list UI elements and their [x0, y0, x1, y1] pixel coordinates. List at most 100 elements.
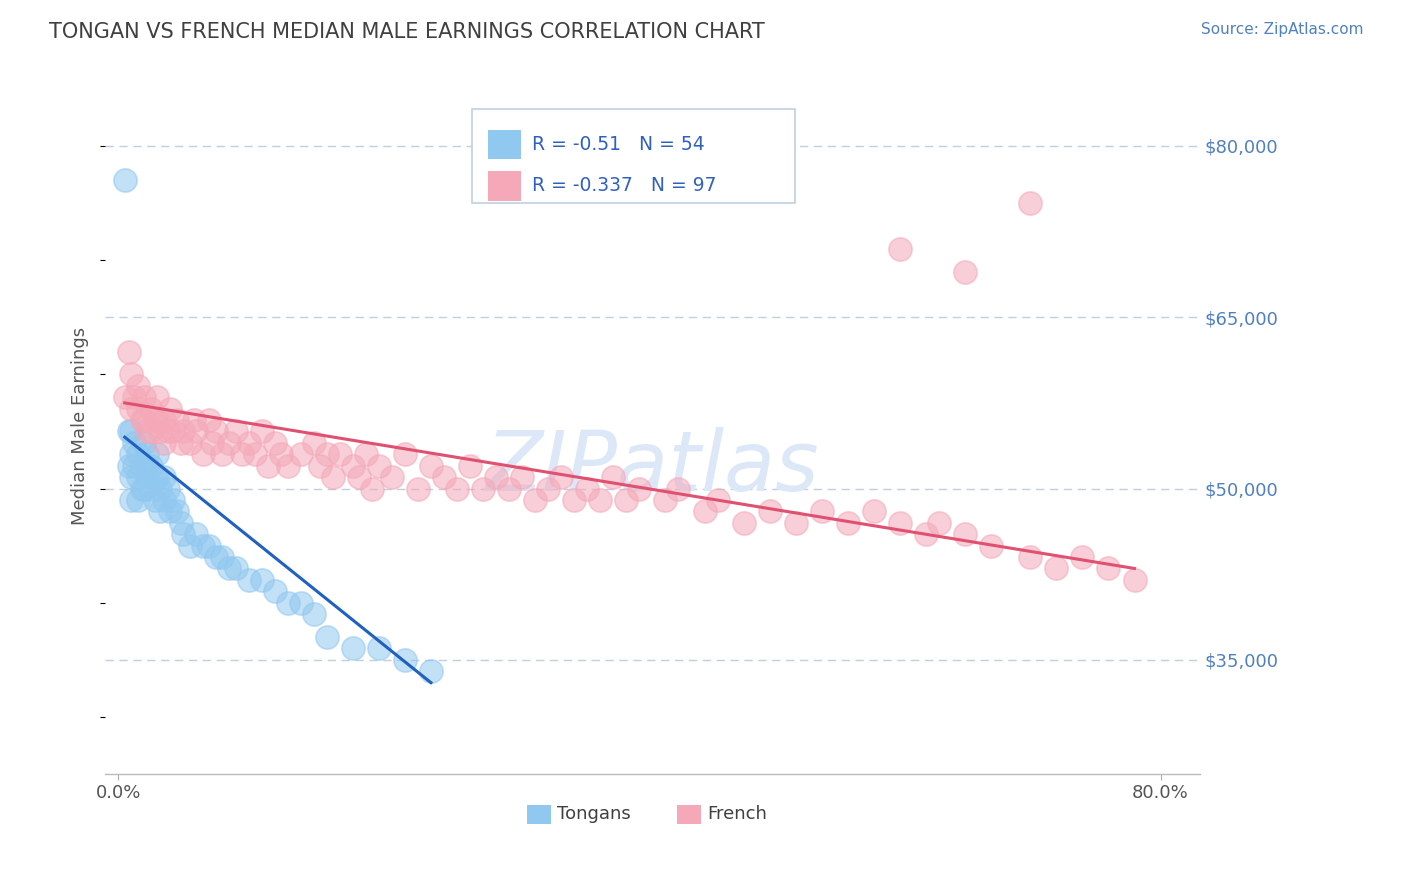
Point	[863, 504, 886, 518]
Point	[1019, 550, 1042, 565]
Point	[172, 425, 194, 439]
Point	[143, 492, 166, 507]
Text: R = -0.51   N = 54: R = -0.51 N = 54	[531, 135, 704, 154]
Point	[131, 458, 153, 473]
Point	[134, 390, 156, 404]
Point	[156, 425, 179, 439]
Point	[224, 425, 246, 439]
Point	[524, 492, 547, 507]
Point	[205, 425, 228, 439]
Point	[183, 413, 205, 427]
Point	[122, 458, 145, 473]
Point	[166, 504, 188, 518]
Point	[159, 504, 181, 518]
Point	[146, 447, 169, 461]
Point	[149, 425, 172, 439]
Point	[342, 458, 364, 473]
Point	[135, 425, 157, 439]
Point	[381, 470, 404, 484]
Point	[127, 401, 149, 416]
Point	[290, 447, 312, 461]
Point	[953, 527, 976, 541]
Text: Tongans: Tongans	[557, 805, 631, 822]
Point	[315, 630, 337, 644]
Text: TONGAN VS FRENCH MEDIAN MALE EARNINGS CORRELATION CHART: TONGAN VS FRENCH MEDIAN MALE EARNINGS CO…	[49, 22, 765, 42]
Point	[238, 573, 260, 587]
Point	[120, 470, 142, 484]
Point	[139, 482, 162, 496]
Point	[602, 470, 624, 484]
Point	[1071, 550, 1094, 565]
Y-axis label: Median Male Earnings: Median Male Earnings	[72, 326, 89, 524]
Point	[135, 447, 157, 461]
Point	[191, 539, 214, 553]
Point	[616, 492, 638, 507]
Point	[139, 458, 162, 473]
Point	[153, 470, 176, 484]
Point	[127, 378, 149, 392]
Point	[628, 482, 651, 496]
Text: French: French	[707, 805, 768, 822]
Point	[498, 482, 520, 496]
Point	[135, 470, 157, 484]
Point	[342, 641, 364, 656]
Point	[118, 458, 141, 473]
Point	[143, 413, 166, 427]
Point	[146, 390, 169, 404]
Point	[120, 401, 142, 416]
Point	[420, 458, 443, 473]
Point	[277, 596, 299, 610]
Point	[953, 264, 976, 278]
Point	[134, 435, 156, 450]
Point	[122, 390, 145, 404]
Point	[186, 425, 208, 439]
Point	[170, 435, 193, 450]
Point	[131, 482, 153, 496]
Point	[263, 584, 285, 599]
Point	[172, 527, 194, 541]
Point	[302, 607, 325, 622]
Point	[406, 482, 429, 496]
Point	[127, 492, 149, 507]
Point	[329, 447, 352, 461]
Text: R = -0.337   N = 97: R = -0.337 N = 97	[531, 177, 717, 195]
Point	[1123, 573, 1146, 587]
Point	[149, 504, 172, 518]
Point	[257, 458, 280, 473]
Point	[134, 458, 156, 473]
Point	[131, 413, 153, 427]
Point	[153, 435, 176, 450]
Point	[367, 458, 389, 473]
Point	[120, 492, 142, 507]
Point	[179, 435, 201, 450]
Point	[205, 550, 228, 565]
Point	[224, 561, 246, 575]
FancyBboxPatch shape	[488, 130, 522, 159]
Point	[420, 665, 443, 679]
Point	[322, 470, 344, 484]
Point	[127, 470, 149, 484]
Point	[446, 482, 468, 496]
Point	[238, 435, 260, 450]
Point	[149, 482, 172, 496]
Point	[576, 482, 599, 496]
Point	[166, 413, 188, 427]
Point	[153, 413, 176, 427]
Point	[277, 458, 299, 473]
Point	[889, 242, 911, 256]
Point	[231, 447, 253, 461]
FancyBboxPatch shape	[472, 109, 794, 202]
Point	[139, 401, 162, 416]
Point	[654, 492, 676, 507]
Point	[211, 550, 233, 565]
Point	[179, 539, 201, 553]
Point	[980, 539, 1002, 553]
Point	[394, 653, 416, 667]
Point	[1045, 561, 1067, 575]
Point	[198, 413, 221, 427]
Point	[146, 413, 169, 427]
Point	[915, 527, 938, 541]
Point	[367, 641, 389, 656]
Point	[134, 482, 156, 496]
Point	[472, 482, 495, 496]
